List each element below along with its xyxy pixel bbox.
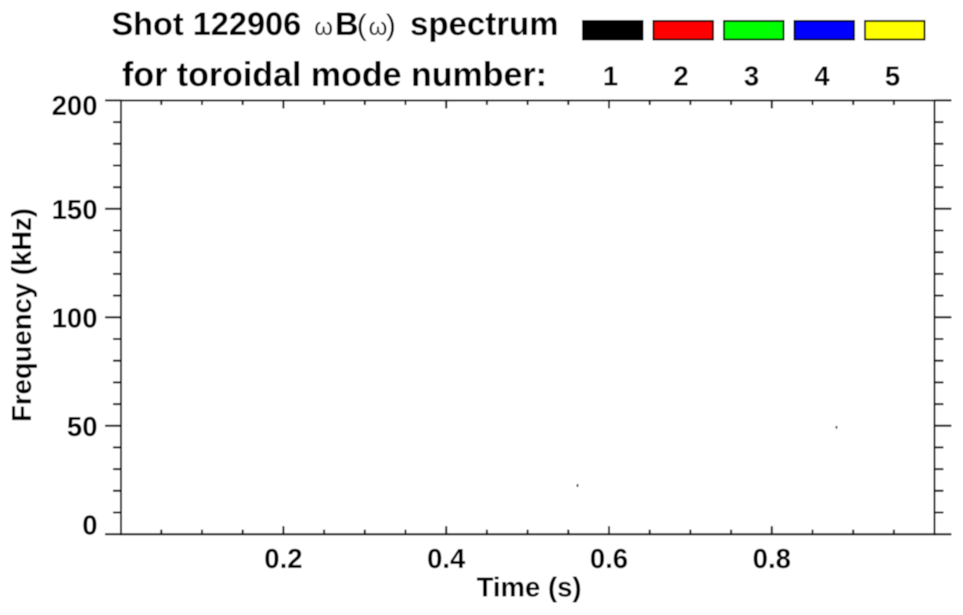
svg-text:): ) [386, 9, 396, 42]
svg-text:1: 1 [603, 61, 618, 92]
svg-text:for toroidal mode number:: for toroidal mode number: [122, 56, 547, 94]
svg-text:Shot 122906: Shot 122906 [112, 6, 302, 42]
svg-text:0.4: 0.4 [427, 543, 466, 574]
svg-text:spectrum: spectrum [410, 5, 559, 42]
svg-text:2: 2 [673, 61, 688, 92]
svg-text:(: ( [357, 9, 367, 42]
svg-text:ω: ω [369, 14, 388, 41]
svg-text:50: 50 [67, 411, 98, 442]
svg-text:3: 3 [744, 61, 759, 92]
svg-text:150: 150 [52, 194, 98, 225]
svg-text:5: 5 [885, 61, 900, 92]
svg-text:0.8: 0.8 [753, 543, 791, 574]
svg-text:0.6: 0.6 [590, 543, 628, 574]
svg-text:4: 4 [814, 61, 830, 92]
svg-text:Frequency (kHz): Frequency (kHz) [6, 208, 37, 422]
svg-text:Time (s): Time (s) [477, 572, 582, 603]
svg-text:B: B [335, 6, 358, 42]
svg-text:ω: ω [314, 14, 333, 41]
svg-text:200: 200 [52, 90, 98, 121]
svg-text:0: 0 [82, 510, 97, 541]
svg-text:100: 100 [52, 303, 98, 334]
svg-text:0.2: 0.2 [264, 543, 302, 574]
